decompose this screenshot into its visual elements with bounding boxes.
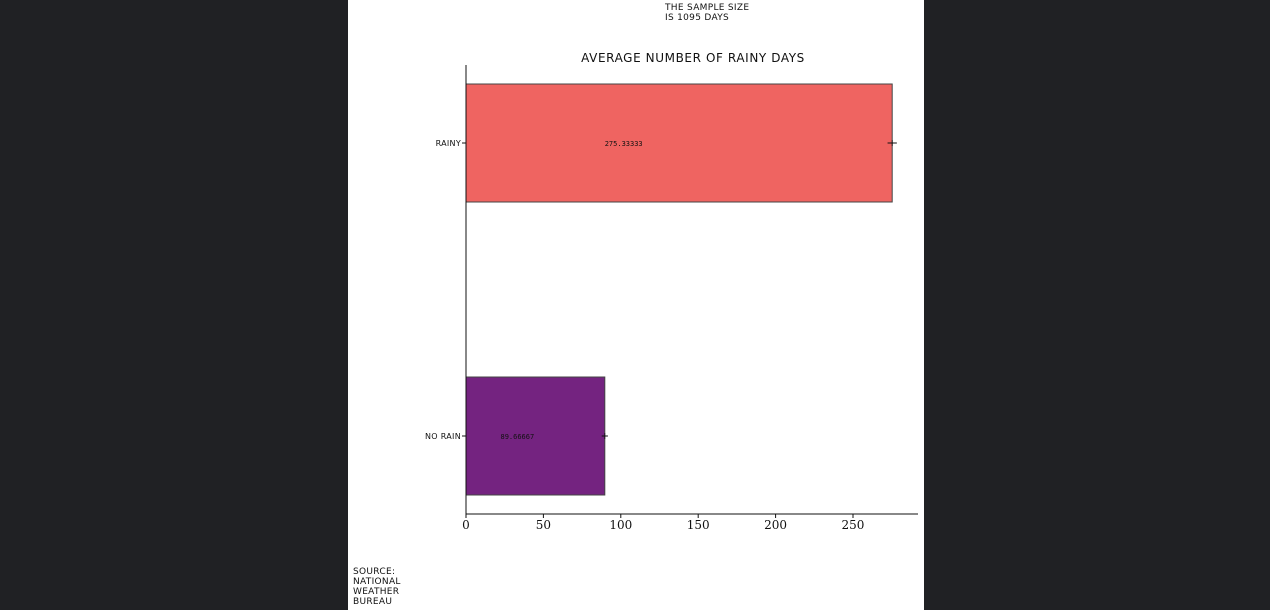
x-tick-label: 200 <box>764 518 787 532</box>
bar-rainy <box>465 83 893 203</box>
y-tick-label: RAINY <box>436 139 461 148</box>
x-tick-label: 100 <box>609 518 632 532</box>
bar-chart: AVERAGE NUMBER OF RAINY DAYS 275.33333 RAI… <box>425 51 918 532</box>
x-tick-label: 250 <box>842 518 865 532</box>
sample-size-note: THE SAMPLE SIZE IS 1095 DAYS <box>665 3 750 23</box>
bar-no-rain <box>465 376 606 496</box>
x-tick-label: 150 <box>687 518 710 532</box>
chart-title: AVERAGE NUMBER OF RAINY DAYS <box>581 51 805 65</box>
x-tick-label: 50 <box>536 518 551 532</box>
x-tick-label: 0 <box>462 518 470 532</box>
bar-value-label: 89.66667 <box>500 433 534 441</box>
bar-value-label: 275.33333 <box>605 140 643 148</box>
y-tick-label: NO RAIN <box>425 432 461 441</box>
source-note: SOURCE: NATIONAL WEATHER BUREAU <box>353 567 401 607</box>
chart-canvas: AVERAGE NUMBER OF RAINY DAYS 275.33333 RAI… <box>348 0 924 610</box>
